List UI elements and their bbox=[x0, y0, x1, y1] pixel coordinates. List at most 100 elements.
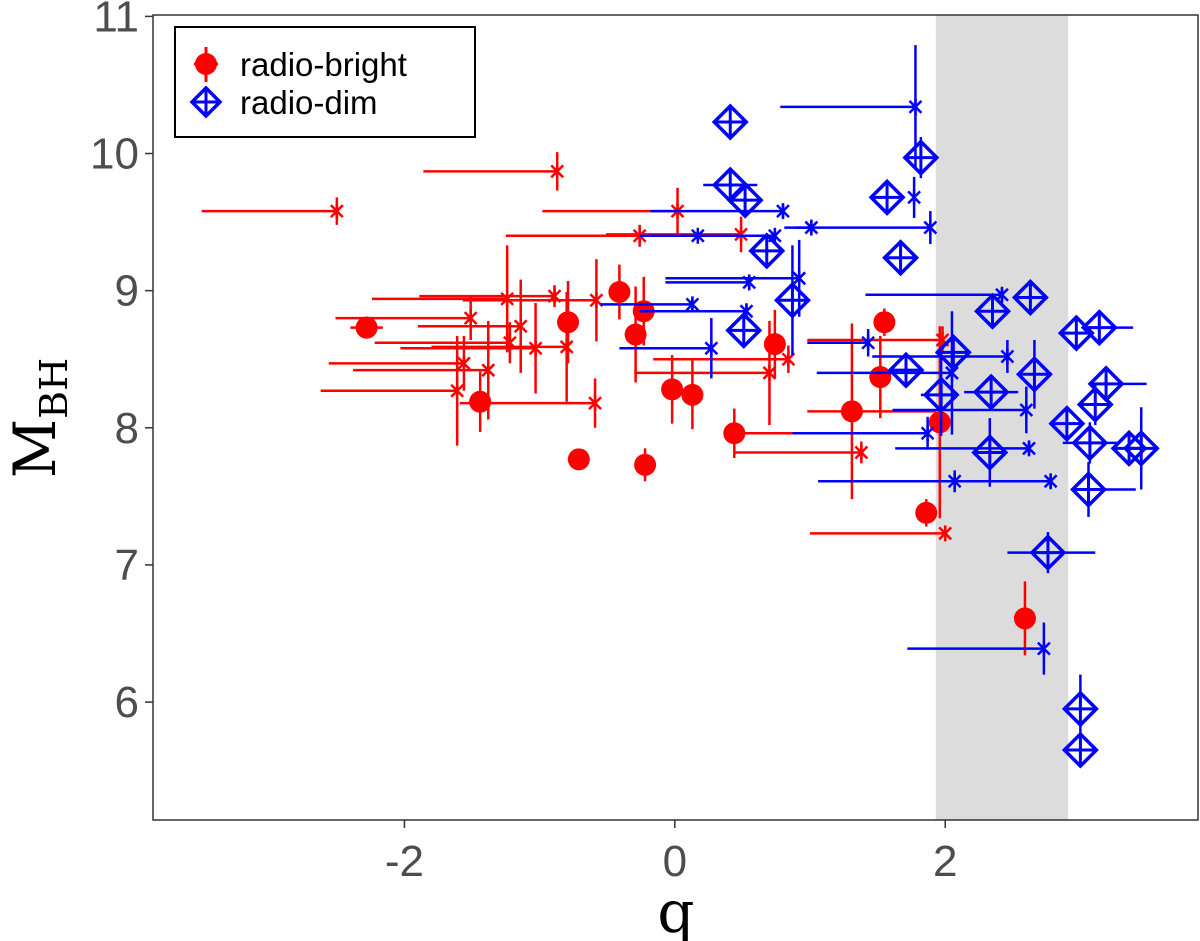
circle-marker bbox=[557, 311, 580, 334]
legend: radio-bright radio-dim bbox=[174, 26, 476, 138]
circle-marker bbox=[624, 323, 647, 346]
data-point-asterisk bbox=[734, 441, 869, 464]
data-point-asterisk bbox=[634, 320, 777, 426]
data-point-circle bbox=[681, 360, 704, 430]
y-tick-label: 7 bbox=[115, 541, 139, 590]
data-marks bbox=[201, 45, 1160, 769]
y-axis-label-subscript: BH bbox=[32, 358, 76, 419]
series-radio-dim bbox=[600, 45, 1160, 769]
y-tick-label: 10 bbox=[90, 130, 139, 179]
shaded-band bbox=[935, 15, 1069, 820]
x-axis: -2 0 2 bbox=[385, 820, 957, 886]
x-axis-label: q bbox=[657, 878, 694, 941]
circle-marker bbox=[840, 400, 863, 423]
y-tick-label: 9 bbox=[115, 267, 139, 316]
data-point-diamond bbox=[964, 373, 1019, 411]
diamond-marker bbox=[1071, 424, 1109, 462]
circle-marker bbox=[915, 501, 938, 524]
data-point-diamond bbox=[1080, 309, 1134, 347]
diamond-marker bbox=[1076, 385, 1114, 423]
data-point-asterisk bbox=[934, 473, 1058, 490]
circle-marker bbox=[928, 411, 951, 434]
legend-key-radio-dim bbox=[189, 85, 223, 119]
data-point-diamond bbox=[703, 166, 758, 204]
circle-marker bbox=[567, 448, 590, 471]
data-point-asterisk bbox=[639, 303, 754, 320]
data-point-asterisk bbox=[865, 286, 1009, 303]
data-point-asterisk bbox=[320, 335, 465, 446]
data-point-asterisk bbox=[459, 378, 602, 428]
diamond-marker bbox=[902, 139, 940, 177]
legend-circle-icon bbox=[195, 53, 217, 75]
data-point-asterisk bbox=[795, 211, 938, 245]
circle-marker bbox=[869, 366, 892, 389]
diamond-marker bbox=[868, 178, 906, 216]
legend-box bbox=[174, 26, 476, 138]
data-point-asterisk bbox=[657, 227, 705, 244]
data-point-asterisk bbox=[335, 296, 478, 341]
data-point-asterisk bbox=[423, 152, 565, 191]
data-point-asterisk bbox=[400, 302, 543, 394]
series-radio-bright bbox=[201, 152, 1036, 656]
data-point-asterisk bbox=[907, 622, 1051, 675]
data-point-asterisk bbox=[650, 203, 790, 220]
data-point-diamond bbox=[1061, 731, 1099, 769]
data-point-asterisk bbox=[201, 197, 344, 225]
data-point-diamond bbox=[1122, 407, 1160, 490]
data-point-diamond bbox=[882, 239, 920, 277]
legend-key-radio-bright bbox=[194, 47, 218, 82]
circle-marker bbox=[634, 453, 657, 476]
circle-marker bbox=[723, 422, 746, 445]
data-point-diamond bbox=[1076, 383, 1114, 426]
data-point-diamond bbox=[711, 103, 749, 141]
data-point-diamond bbox=[974, 292, 1011, 330]
data-point-asterisk bbox=[462, 259, 604, 342]
data-point-asterisk bbox=[784, 219, 819, 236]
data-point-circle bbox=[567, 448, 590, 471]
circle-marker bbox=[1013, 607, 1036, 630]
data-point-circle bbox=[634, 448, 657, 482]
circle-marker bbox=[873, 311, 896, 334]
data-point-asterisk bbox=[807, 329, 876, 357]
data-point-asterisk bbox=[665, 239, 807, 317]
data-point-diamond bbox=[1011, 279, 1049, 316]
data-point-asterisk bbox=[810, 525, 953, 542]
data-point-diamond bbox=[1015, 340, 1053, 409]
data-point-circle bbox=[1013, 581, 1036, 656]
circle-marker bbox=[763, 333, 786, 356]
data-point-diamond bbox=[1062, 422, 1117, 464]
data-point-asterisk bbox=[619, 318, 719, 379]
data-point-diamond bbox=[868, 178, 906, 216]
y-axis-label: MBH bbox=[1, 358, 76, 478]
data-point-asterisk bbox=[895, 440, 1036, 457]
data-point-asterisk bbox=[816, 311, 959, 435]
data-point-circle bbox=[469, 371, 492, 432]
legend-label-radio-bright: radio-bright bbox=[240, 46, 407, 83]
data-point-diamond bbox=[902, 137, 940, 179]
data-point-circle bbox=[869, 335, 892, 419]
data-point-circle bbox=[915, 499, 938, 527]
data-point-asterisk bbox=[505, 224, 647, 247]
data-point-circle bbox=[557, 281, 580, 364]
circle-marker bbox=[661, 378, 684, 401]
data-point-circle bbox=[928, 326, 951, 519]
data-point-asterisk bbox=[907, 176, 921, 218]
circle-marker bbox=[355, 316, 378, 339]
legend-label-radio-dim: radio-dim bbox=[240, 84, 378, 121]
circle-marker bbox=[469, 390, 492, 413]
data-point-asterisk bbox=[419, 285, 562, 308]
y-axis-label-main: M bbox=[1, 419, 69, 478]
data-point-asterisk bbox=[605, 216, 748, 253]
data-point-circle bbox=[624, 286, 647, 383]
data-point-asterisk bbox=[780, 45, 923, 169]
data-point-circle bbox=[661, 355, 684, 424]
data-point-asterisk bbox=[665, 274, 757, 291]
data-point-diamond bbox=[748, 232, 786, 270]
data-point-diamond bbox=[1007, 532, 1096, 574]
circle-marker bbox=[608, 281, 631, 304]
svg-text:MBH: MBH bbox=[1, 358, 76, 478]
data-point-diamond bbox=[1048, 405, 1086, 443]
data-point-asterisk bbox=[872, 340, 1015, 373]
data-point-diamond bbox=[887, 351, 925, 389]
